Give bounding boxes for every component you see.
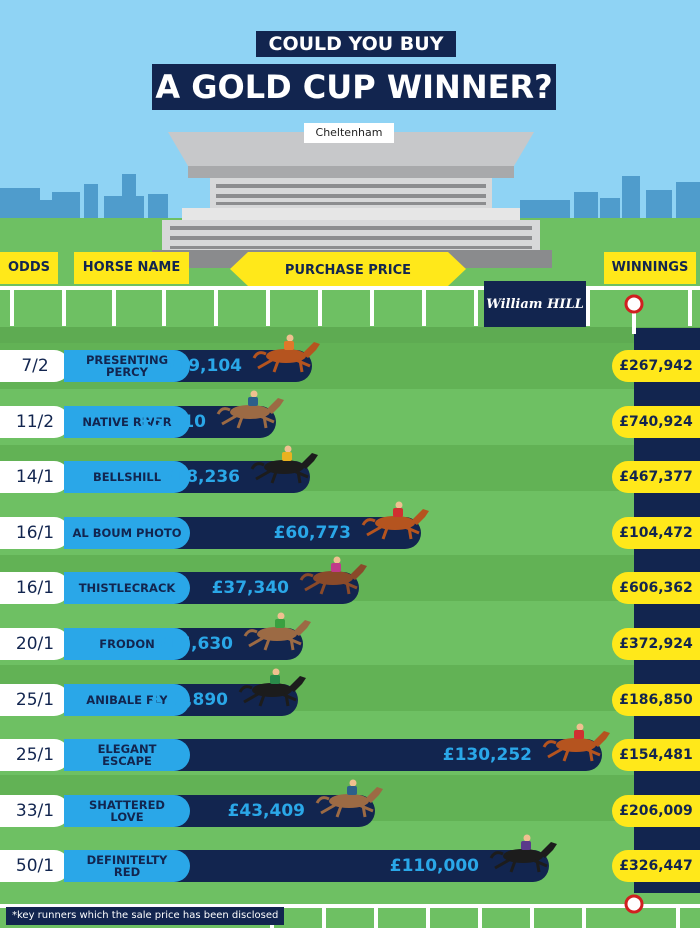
winnings-value: £154,481: [612, 739, 700, 771]
purchase-price-label: £60,773: [273, 523, 351, 543]
horse-name: FRODON: [64, 628, 190, 660]
horse-name: SHATTERED LOVE: [64, 795, 190, 827]
price-bars: [150, 334, 610, 882]
odds-value: 50/1: [0, 850, 70, 882]
purchase-price-label: £13,890: [150, 690, 228, 710]
horse-icon: [243, 612, 311, 651]
odds-value: 7/2: [0, 350, 70, 382]
horse-name: ANIBALE FLY: [64, 684, 190, 716]
odds-value: 16/1: [0, 517, 70, 549]
winnings-value: £372,924: [612, 628, 700, 660]
horse-name: AL BOUM PHOTO: [64, 517, 190, 549]
price-bar: [150, 850, 549, 882]
winnings-value: £467,377: [612, 461, 700, 493]
horse-name: PRESENTING PERCY: [64, 350, 190, 382]
price-bar: [150, 572, 359, 604]
winnings-value: £267,942: [612, 350, 700, 382]
purchase-price-label: £43,409: [227, 801, 305, 821]
odds-value: 16/1: [0, 572, 70, 604]
horse-name: NATIVE RIVER: [64, 406, 190, 438]
header-purchase-price: PURCHASE PRICE: [285, 263, 411, 278]
horse-name: ELEGANT ESCAPE: [64, 739, 190, 771]
city-skyline: [0, 174, 700, 220]
odds-value: 25/1: [0, 739, 70, 771]
winnings-value: £206,009: [612, 795, 700, 827]
crowd: [170, 184, 532, 249]
horse-name: DEFINITELTY RED: [64, 850, 190, 882]
horse-icon: [361, 501, 429, 540]
title-line-1: COULD YOU BUY: [256, 31, 456, 57]
odds-value: 33/1: [0, 795, 70, 827]
title-line-2: A GOLD CUP WINNER?: [152, 64, 556, 110]
horse-icon: [489, 834, 557, 873]
odds-value: 20/1: [0, 628, 70, 660]
william-hill-logo: William HILL: [484, 281, 586, 327]
purchase-price-label: £15,630: [155, 634, 233, 654]
price-bar: [150, 795, 375, 827]
horse-icon: [238, 668, 306, 707]
winnings-value: £326,447: [612, 850, 700, 882]
odds-value: 11/2: [0, 406, 70, 438]
footnote: *key runners which the sale price has be…: [6, 907, 285, 925]
winnings-value: £740,924: [612, 406, 700, 438]
rail-top: [0, 286, 700, 343]
horse-icon: [299, 556, 367, 595]
price-bar: [150, 739, 602, 771]
horse-icon: [315, 779, 383, 818]
horse-name: BELLSHILL: [64, 461, 190, 493]
horse-icon: [252, 334, 320, 373]
price-bar: [150, 517, 421, 549]
purchase-price-label: £37,340: [211, 578, 289, 598]
purchase-price-label: £5,210: [140, 412, 206, 432]
venue-label: Cheltenham: [304, 123, 394, 143]
horse-icon: [250, 445, 318, 484]
header-horse-name: HORSE NAME: [74, 252, 189, 284]
header-odds: ODDS: [0, 252, 58, 284]
odds-value: 25/1: [0, 684, 70, 716]
finish-marker-top: [624, 294, 644, 334]
purchase-price-label: £18,236: [162, 467, 240, 487]
brand-text: William HILL: [486, 296, 584, 312]
header-winnings: WINNINGS: [604, 252, 696, 284]
purchase-price-label: £19,104: [164, 356, 242, 376]
rail-bottom: [0, 894, 700, 928]
price-arrow-header: [230, 252, 466, 286]
horse-icon: [542, 723, 610, 762]
winnings-value: £606,362: [612, 572, 700, 604]
horse-icon: [216, 390, 284, 429]
winnings-value: £104,472: [612, 517, 700, 549]
purchase-price-label: £130,252: [442, 745, 532, 765]
purchase-price-label: £110,000: [389, 856, 479, 876]
horse-name: THISTLECRACK: [64, 572, 190, 604]
odds-value: 14/1: [0, 461, 70, 493]
winnings-value: £186,850: [612, 684, 700, 716]
